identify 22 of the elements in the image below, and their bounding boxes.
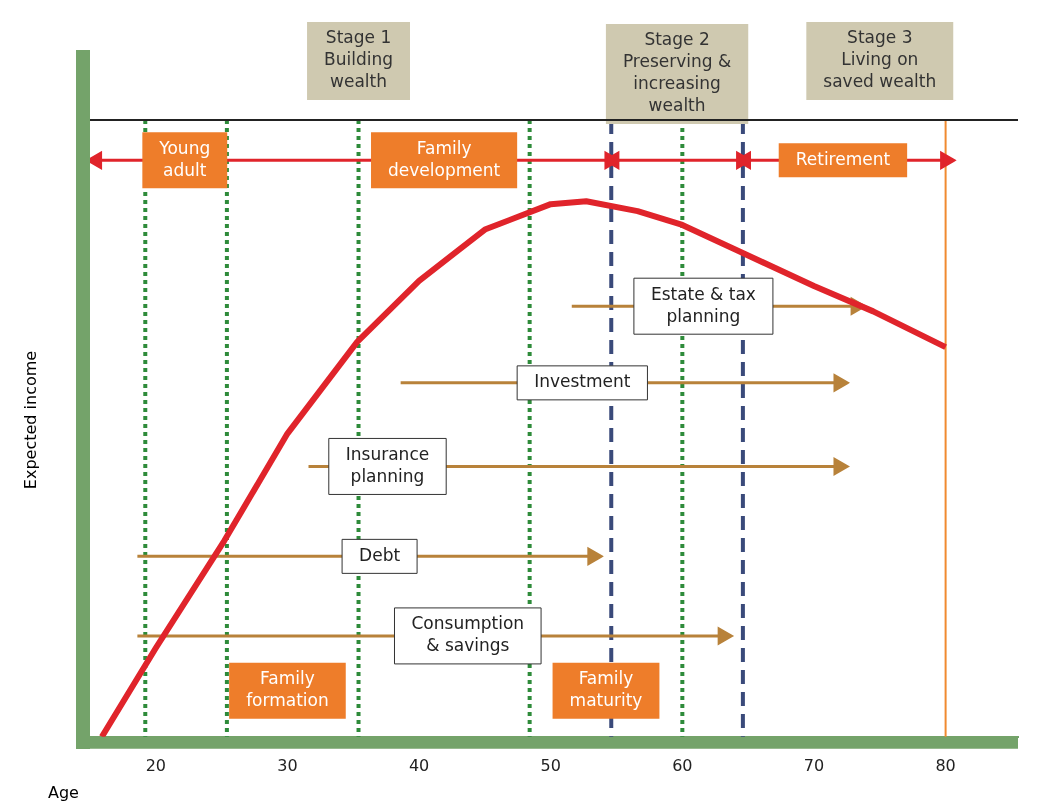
annotation: Young adult [158, 137, 211, 180]
x-tick-label: 30 [277, 755, 298, 775]
annotation: Retirement [795, 148, 891, 169]
text: Stage 2 Preserving & increasing wealth [622, 29, 732, 116]
y-axis-title: Expected income [20, 350, 40, 490]
x-axis-title: Age [48, 783, 79, 802]
annotation: Family maturity [569, 668, 643, 711]
x-tick-label: 50 [540, 755, 561, 775]
x-tick-label: 40 [408, 755, 430, 775]
annotation: Estate & tax planning [650, 283, 756, 326]
annotation: Family development [388, 137, 501, 180]
text: Stage 3 Living on saved wealth [823, 27, 937, 92]
annotation: Family formation [246, 668, 329, 711]
annotation: Insurance planning [345, 443, 430, 486]
text: Stage 1 Building wealth [324, 27, 394, 92]
x-tick-label: 60 [672, 755, 693, 775]
annotation: Investment [534, 371, 631, 392]
annotation: Debt [359, 544, 401, 565]
x-tick-label: 20 [145, 755, 166, 775]
annotation: Consumption & savings [411, 613, 525, 656]
x-tick-label: 80 [935, 755, 956, 775]
x-tick-label: 70 [803, 755, 825, 775]
